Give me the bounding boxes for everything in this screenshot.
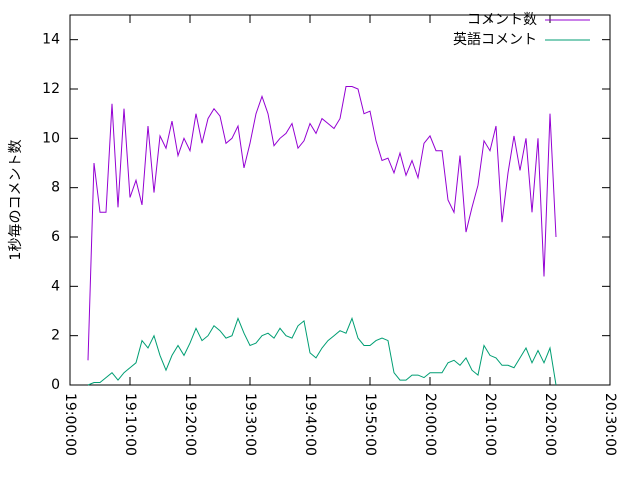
y-tick-label: 4 xyxy=(51,278,60,294)
y-tick-label: 6 xyxy=(51,229,60,245)
x-tick-label: 20:10:00 xyxy=(482,393,498,456)
legend-label: 英語コメント xyxy=(453,31,537,48)
x-tick-label: 20:20:00 xyxy=(542,393,558,456)
legend-label: コメント数 xyxy=(467,12,537,28)
x-tick-label: 19:00:00 xyxy=(62,393,78,456)
x-tick-label: 19:30:00 xyxy=(242,393,258,456)
y-tick-label: 12 xyxy=(42,81,60,97)
y-tick-label: 0 xyxy=(51,377,60,393)
series-line xyxy=(87,316,557,386)
y-tick-label: 8 xyxy=(51,180,60,196)
plot-border xyxy=(69,14,611,386)
x-tick-label: 19:50:00 xyxy=(362,393,378,456)
y-tick-label: 14 xyxy=(42,32,60,48)
y-axis-label: 1秒毎のコメント数 xyxy=(8,140,24,261)
y-tick-label: 10 xyxy=(42,130,60,146)
x-tick-label: 19:10:00 xyxy=(122,393,138,456)
y-tick-label: 2 xyxy=(51,328,60,344)
x-tick-label: 19:40:00 xyxy=(302,393,318,456)
x-tick-label: 20:30:00 xyxy=(602,393,618,456)
x-tick-label: 20:00:00 xyxy=(422,393,438,456)
series-line xyxy=(87,86,557,361)
x-tick-label: 19:20:00 xyxy=(182,393,198,456)
